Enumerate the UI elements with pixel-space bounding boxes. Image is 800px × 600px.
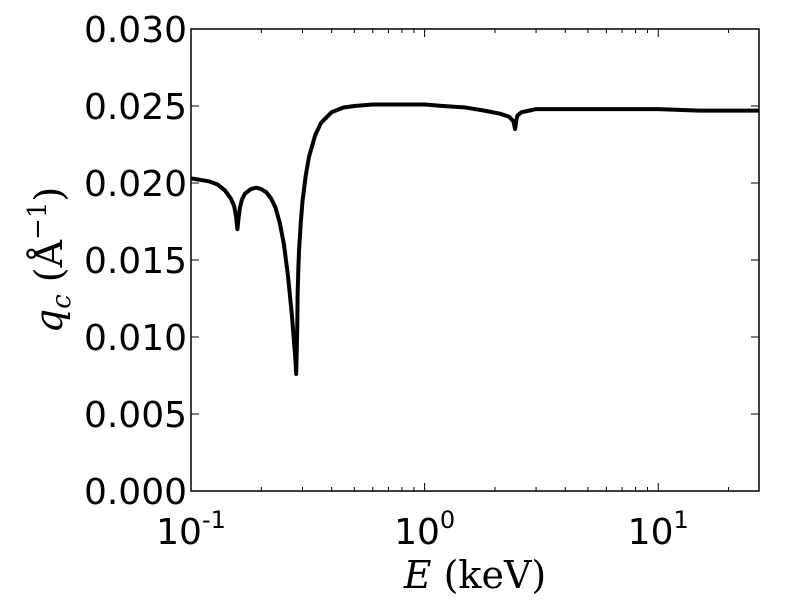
x-axis-label: E (keV) <box>403 553 546 597</box>
x-tick-label: 10-1 <box>156 506 226 553</box>
y-axis-symbol: q <box>27 309 71 333</box>
y-tick-label: 0.015 <box>84 241 187 282</box>
x-axis-symbol: E <box>403 553 432 597</box>
y-axis-unit-open: ( <box>27 267 71 294</box>
y-tick-label: 0.005 <box>84 395 187 436</box>
x-axis-unit: (keV) <box>432 553 547 597</box>
y-axis-unit-exponent: −1 <box>23 202 53 240</box>
y-axis-unit-close: ) <box>27 187 71 202</box>
y-tick-label: 0.030 <box>84 10 187 51</box>
ticks <box>190 28 759 492</box>
y-axis-label: qc (Å−1) <box>23 187 77 333</box>
y-tick-label: 0.010 <box>84 318 187 359</box>
x-tick-label: 101 <box>628 506 689 553</box>
x-tick-label: 100 <box>394 506 455 553</box>
tick-labels: 0.000 0.005 0.010 0.015 0.020 0.025 0.030 10-1 1… <box>84 10 689 553</box>
y-tick-label: 0.020 <box>84 164 187 205</box>
y-tick-label: 0.000 <box>84 472 187 513</box>
y-tick-label: 0.025 <box>84 87 187 128</box>
series-line <box>190 102 759 376</box>
y-axis-unit: Å <box>27 239 71 268</box>
y-axis-subscript: c <box>47 294 77 309</box>
